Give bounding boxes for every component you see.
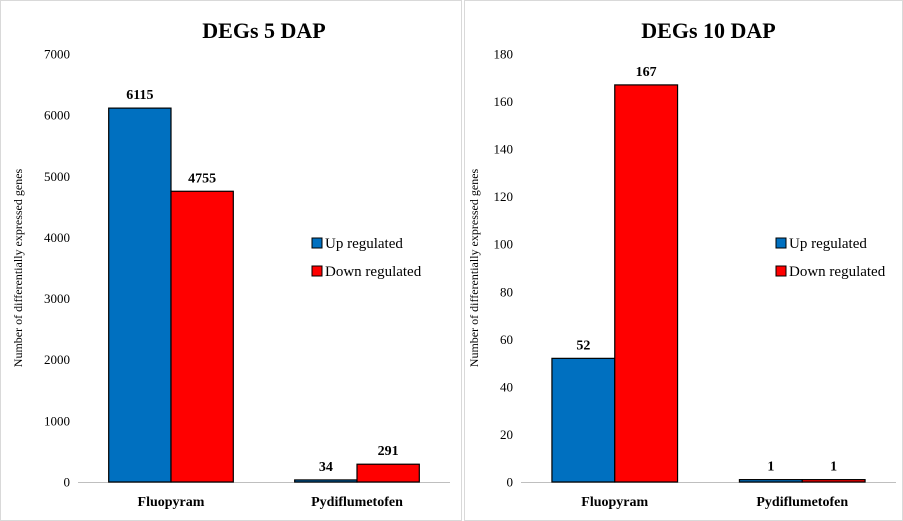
y-tick-label: 120 — [494, 189, 514, 204]
legend-entry: Up regulated — [325, 236, 403, 252]
y-tick-label: 100 — [494, 237, 514, 252]
y-tick-label: 7000 — [44, 47, 70, 62]
data-label: 4755 — [188, 171, 216, 186]
legend-swatch — [312, 238, 322, 248]
chart-panel-10dap: DEGs 10 DAP Number of differentially expr… — [464, 0, 903, 521]
bar-fluopyram-down-regulated — [171, 191, 233, 482]
bar-pydiflumetofen-down-regulated — [357, 464, 419, 482]
bar-pydiflumetofen-up-regulated — [295, 480, 357, 482]
y-tick-label: 0 — [64, 475, 71, 490]
data-label: 34 — [319, 460, 333, 475]
y-axis-label: Number of differentially expressed genes — [467, 168, 481, 367]
data-label: 1 — [830, 460, 837, 475]
bar-fluopyram-up-regulated — [552, 358, 615, 482]
y-tick-label: 80 — [500, 284, 513, 299]
y-tick-label: 1000 — [44, 413, 70, 428]
y-axis-label: Number of differentially expressed genes — [11, 168, 25, 367]
y-tick-label: 60 — [500, 332, 513, 347]
legend-swatch — [776, 266, 786, 276]
chart-title: DEGs 10 DAP — [641, 18, 775, 43]
bar-pydiflumetofen-up-regulated — [739, 480, 802, 482]
x-tick-label: Pydiflumetofen — [311, 495, 403, 510]
x-tick-label: Fluopyram — [581, 495, 648, 510]
chart-title: DEGs 5 DAP — [202, 18, 325, 43]
data-label: 167 — [636, 65, 657, 80]
bar-pydiflumetofen-down-regulated — [802, 480, 865, 482]
bar-fluopyram-up-regulated — [109, 108, 171, 482]
legend-entry: Up regulated — [789, 236, 867, 252]
y-tick-label: 3000 — [44, 291, 70, 306]
data-label: 291 — [378, 444, 399, 459]
y-tick-label: 40 — [500, 379, 513, 394]
data-label: 1 — [767, 460, 774, 475]
legend-entry: Down regulated — [789, 264, 886, 280]
y-tick-label: 180 — [494, 47, 514, 62]
legend-swatch — [776, 238, 786, 248]
y-tick-label: 160 — [494, 94, 514, 109]
y-tick-label: 2000 — [44, 352, 70, 367]
bar-fluopyram-down-regulated — [615, 85, 678, 482]
y-tick-label: 20 — [500, 427, 513, 442]
y-tick-label: 6000 — [44, 108, 70, 123]
y-tick-label: 5000 — [44, 169, 70, 184]
y-tick-label: 140 — [494, 142, 514, 157]
panel-frame — [465, 1, 903, 521]
chart-panel-5dap: DEGs 5 DAP Number of differentially expre… — [0, 0, 462, 521]
data-label: 52 — [576, 338, 590, 353]
data-label: 6115 — [126, 88, 153, 103]
x-tick-label: Pydiflumetofen — [756, 495, 848, 510]
x-tick-label: Fluopyram — [138, 495, 205, 510]
y-tick-label: 0 — [507, 475, 514, 490]
legend-entry: Down regulated — [325, 264, 422, 280]
legend-swatch — [312, 266, 322, 276]
y-tick-label: 4000 — [44, 230, 70, 245]
